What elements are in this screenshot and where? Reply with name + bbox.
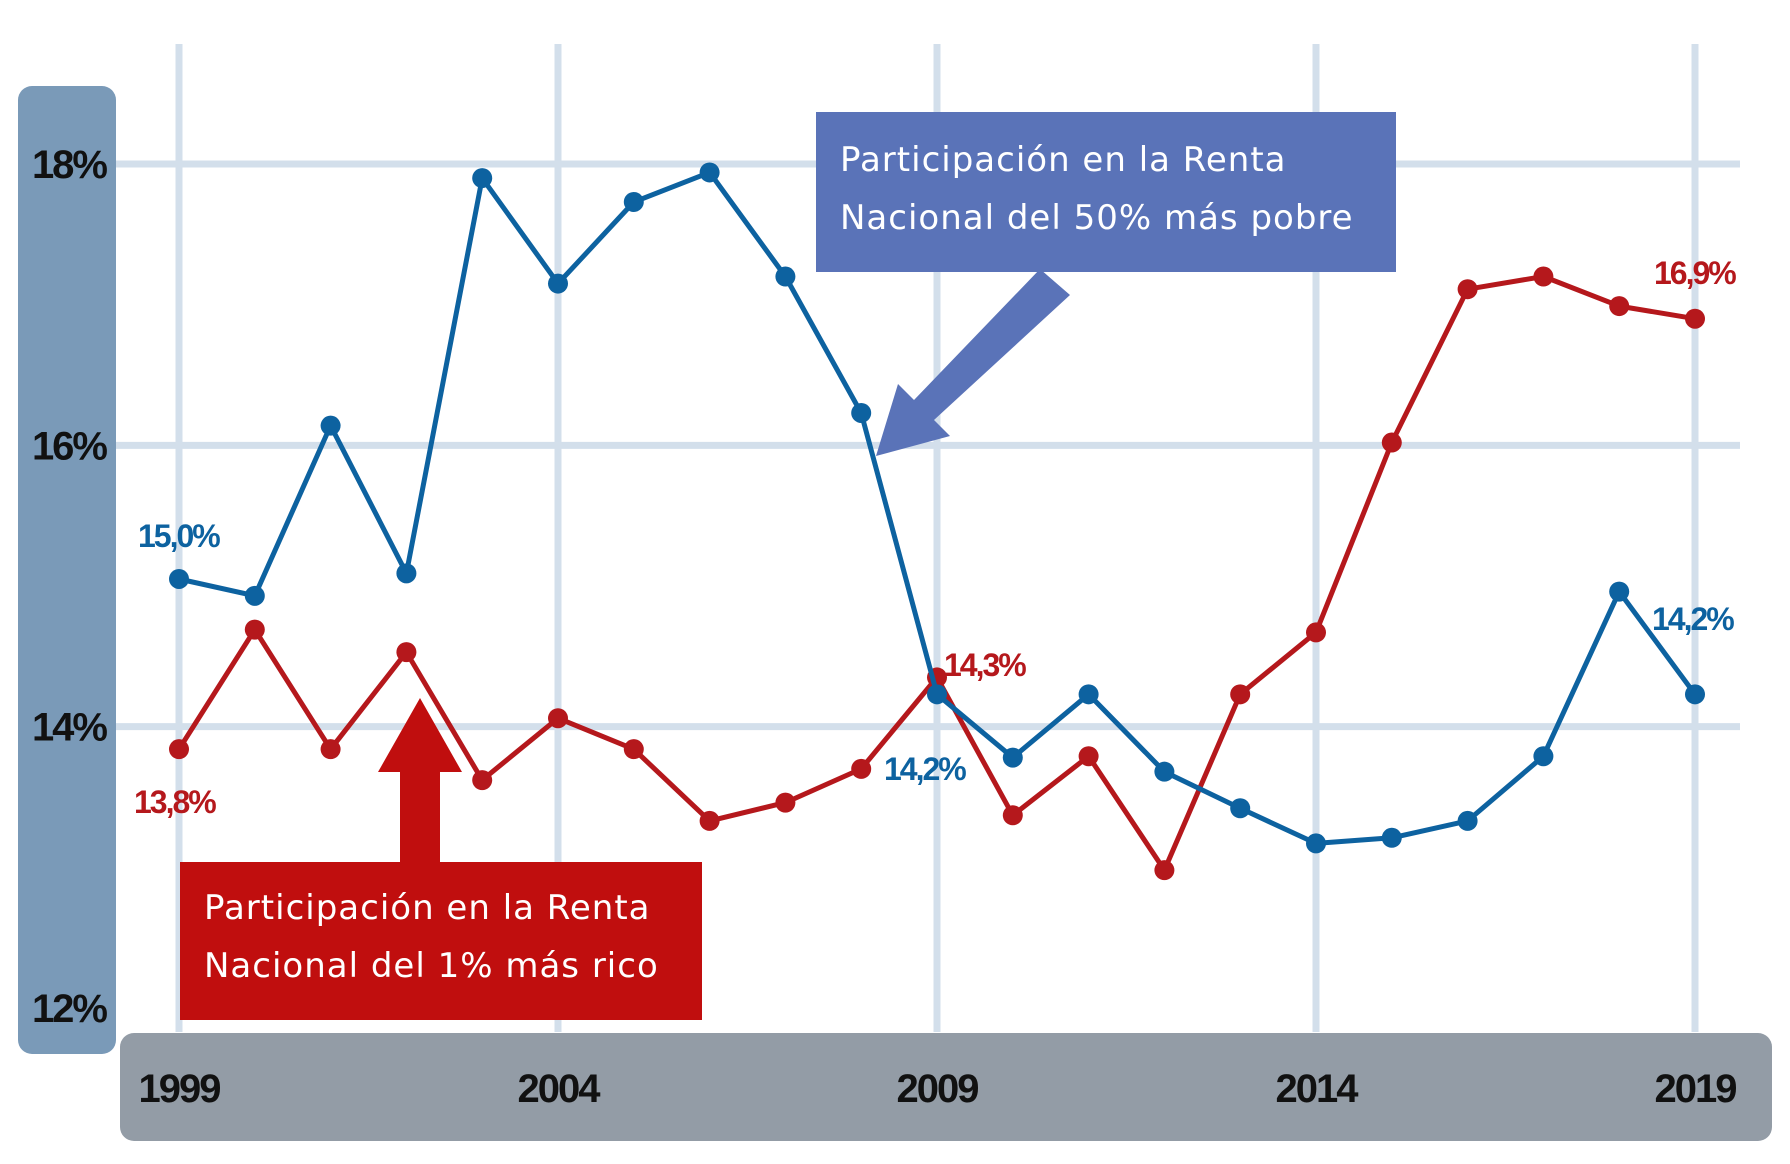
poorest-callout: Participación en la Renta Nacional del 5… [816, 112, 1396, 272]
data-point-poorest50 [1609, 581, 1630, 602]
x-tick-label: 2009 [897, 1067, 979, 1111]
data-point-richest1 [1078, 746, 1099, 767]
data-point-poorest50 [1457, 810, 1478, 831]
data-point-poorest50 [1078, 684, 1099, 705]
data-point-poorest50 [396, 563, 417, 584]
poor-start-label: 15,0% [138, 518, 220, 554]
poorest-callout-line-2: Nacional del 50% más pobre [840, 198, 1354, 238]
data-point-poorest50 [320, 415, 341, 436]
data-point-poorest50 [1381, 827, 1402, 848]
data-point-richest1 [1306, 622, 1326, 643]
data-point-richest1 [1002, 805, 1023, 826]
data-point-richest1 [1685, 308, 1705, 329]
poor-end-label: 14,2% [1652, 601, 1734, 637]
data-point-richest1 [548, 708, 568, 729]
y-axis-band [18, 86, 116, 1054]
richest-callout-arrow [378, 698, 462, 862]
data-point-poorest50 [1533, 746, 1554, 767]
data-point-richest1 [623, 739, 644, 760]
y-tick-label: 12% [32, 987, 107, 1031]
data-point-richest1 [1533, 266, 1554, 287]
data-point-richest1 [1154, 860, 1175, 881]
poorest-callout-line-1: Participación en la Renta [840, 140, 1287, 180]
data-point-poorest50 [244, 585, 265, 606]
x-axis-band [120, 1033, 1772, 1141]
data-point-poorest50 [169, 568, 189, 589]
data-point-poorest50 [1154, 761, 1175, 782]
rich-start-label: 13,8% [134, 784, 216, 820]
poorest-callout-arrow [876, 269, 1070, 456]
data-point-poorest50 [775, 266, 796, 287]
rich-end-label: 16,9% [1654, 255, 1736, 291]
data-point-poorest50 [1306, 833, 1326, 854]
y-axis-ticks: 12% 14% 16% 18% [32, 143, 109, 1031]
data-point-poorest50 [1685, 684, 1705, 705]
richest-callout-line-2: Nacional del 1% más rico [204, 946, 659, 986]
data-point-poorest50 [1002, 747, 1023, 768]
y-tick-label: 16% [32, 424, 107, 468]
data-point-richest1 [699, 810, 720, 831]
richest-callout: Participación en la Renta Nacional del 1… [180, 862, 702, 1020]
richest-callout-line-1: Participación en la Renta [204, 888, 651, 928]
x-axis-ticks: 1999 2004 2009 2014 2019 [139, 1067, 1739, 1111]
data-point-richest1 [851, 758, 872, 779]
data-point-richest1 [1381, 432, 1402, 453]
data-point-poorest50 [927, 684, 947, 705]
y-tick-label: 14% [32, 706, 107, 750]
data-point-richest1 [396, 642, 417, 663]
data-point-poorest50 [699, 162, 720, 183]
x-tick-label: 2004 [518, 1067, 602, 1111]
data-point-poorest50 [548, 273, 568, 294]
data-point-poorest50 [1230, 798, 1251, 819]
series-richest1 [169, 266, 1705, 881]
poor-2009-label: 14,2% [884, 751, 966, 787]
x-tick-label: 2019 [1655, 1067, 1737, 1111]
x-tick-label: 2014 [1276, 1067, 1360, 1111]
data-point-richest1 [320, 739, 341, 760]
data-point-richest1 [775, 792, 796, 813]
data-point-richest1 [1230, 684, 1251, 705]
data-point-richest1 [1457, 279, 1478, 300]
y-tick-label: 18% [32, 143, 107, 187]
data-point-richest1 [1609, 296, 1630, 317]
x-tick-label: 1999 [139, 1067, 221, 1111]
series [169, 162, 1705, 881]
series-poorest50 [169, 162, 1705, 854]
rich-2009-label: 14,3% [944, 647, 1026, 683]
data-point-richest1 [244, 619, 265, 640]
data-point-poorest50 [472, 168, 493, 189]
data-point-poorest50 [851, 402, 872, 423]
data-point-poorest50 [623, 191, 644, 212]
data-point-richest1 [472, 770, 493, 791]
data-point-richest1 [169, 739, 189, 760]
